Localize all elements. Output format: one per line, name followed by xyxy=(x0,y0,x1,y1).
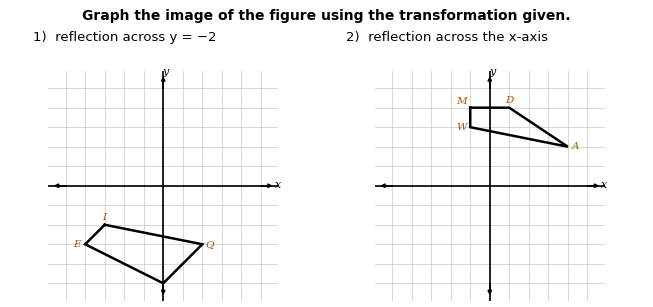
FancyArrow shape xyxy=(161,283,165,294)
FancyArrow shape xyxy=(381,184,392,188)
Text: E: E xyxy=(74,240,81,249)
Text: M: M xyxy=(456,97,467,106)
FancyArrow shape xyxy=(587,184,598,188)
FancyArrow shape xyxy=(161,78,165,88)
FancyArrow shape xyxy=(488,78,492,88)
Text: x: x xyxy=(274,180,281,190)
Text: W: W xyxy=(456,123,467,132)
Text: A: A xyxy=(572,142,579,151)
Text: 1)  reflection across y = −2: 1) reflection across y = −2 xyxy=(33,31,216,44)
Text: x: x xyxy=(601,180,607,190)
Text: Graph the image of the figure using the transformation given.: Graph the image of the figure using the … xyxy=(82,9,571,23)
FancyArrow shape xyxy=(261,184,272,188)
Text: Q: Q xyxy=(206,240,214,249)
Text: D: D xyxy=(505,96,513,105)
Text: y: y xyxy=(163,68,168,77)
FancyArrow shape xyxy=(55,184,66,188)
Text: y: y xyxy=(489,68,495,77)
Text: I: I xyxy=(103,213,107,223)
Text: 2)  reflection across the x-axis: 2) reflection across the x-axis xyxy=(346,31,548,44)
FancyArrow shape xyxy=(488,283,492,294)
